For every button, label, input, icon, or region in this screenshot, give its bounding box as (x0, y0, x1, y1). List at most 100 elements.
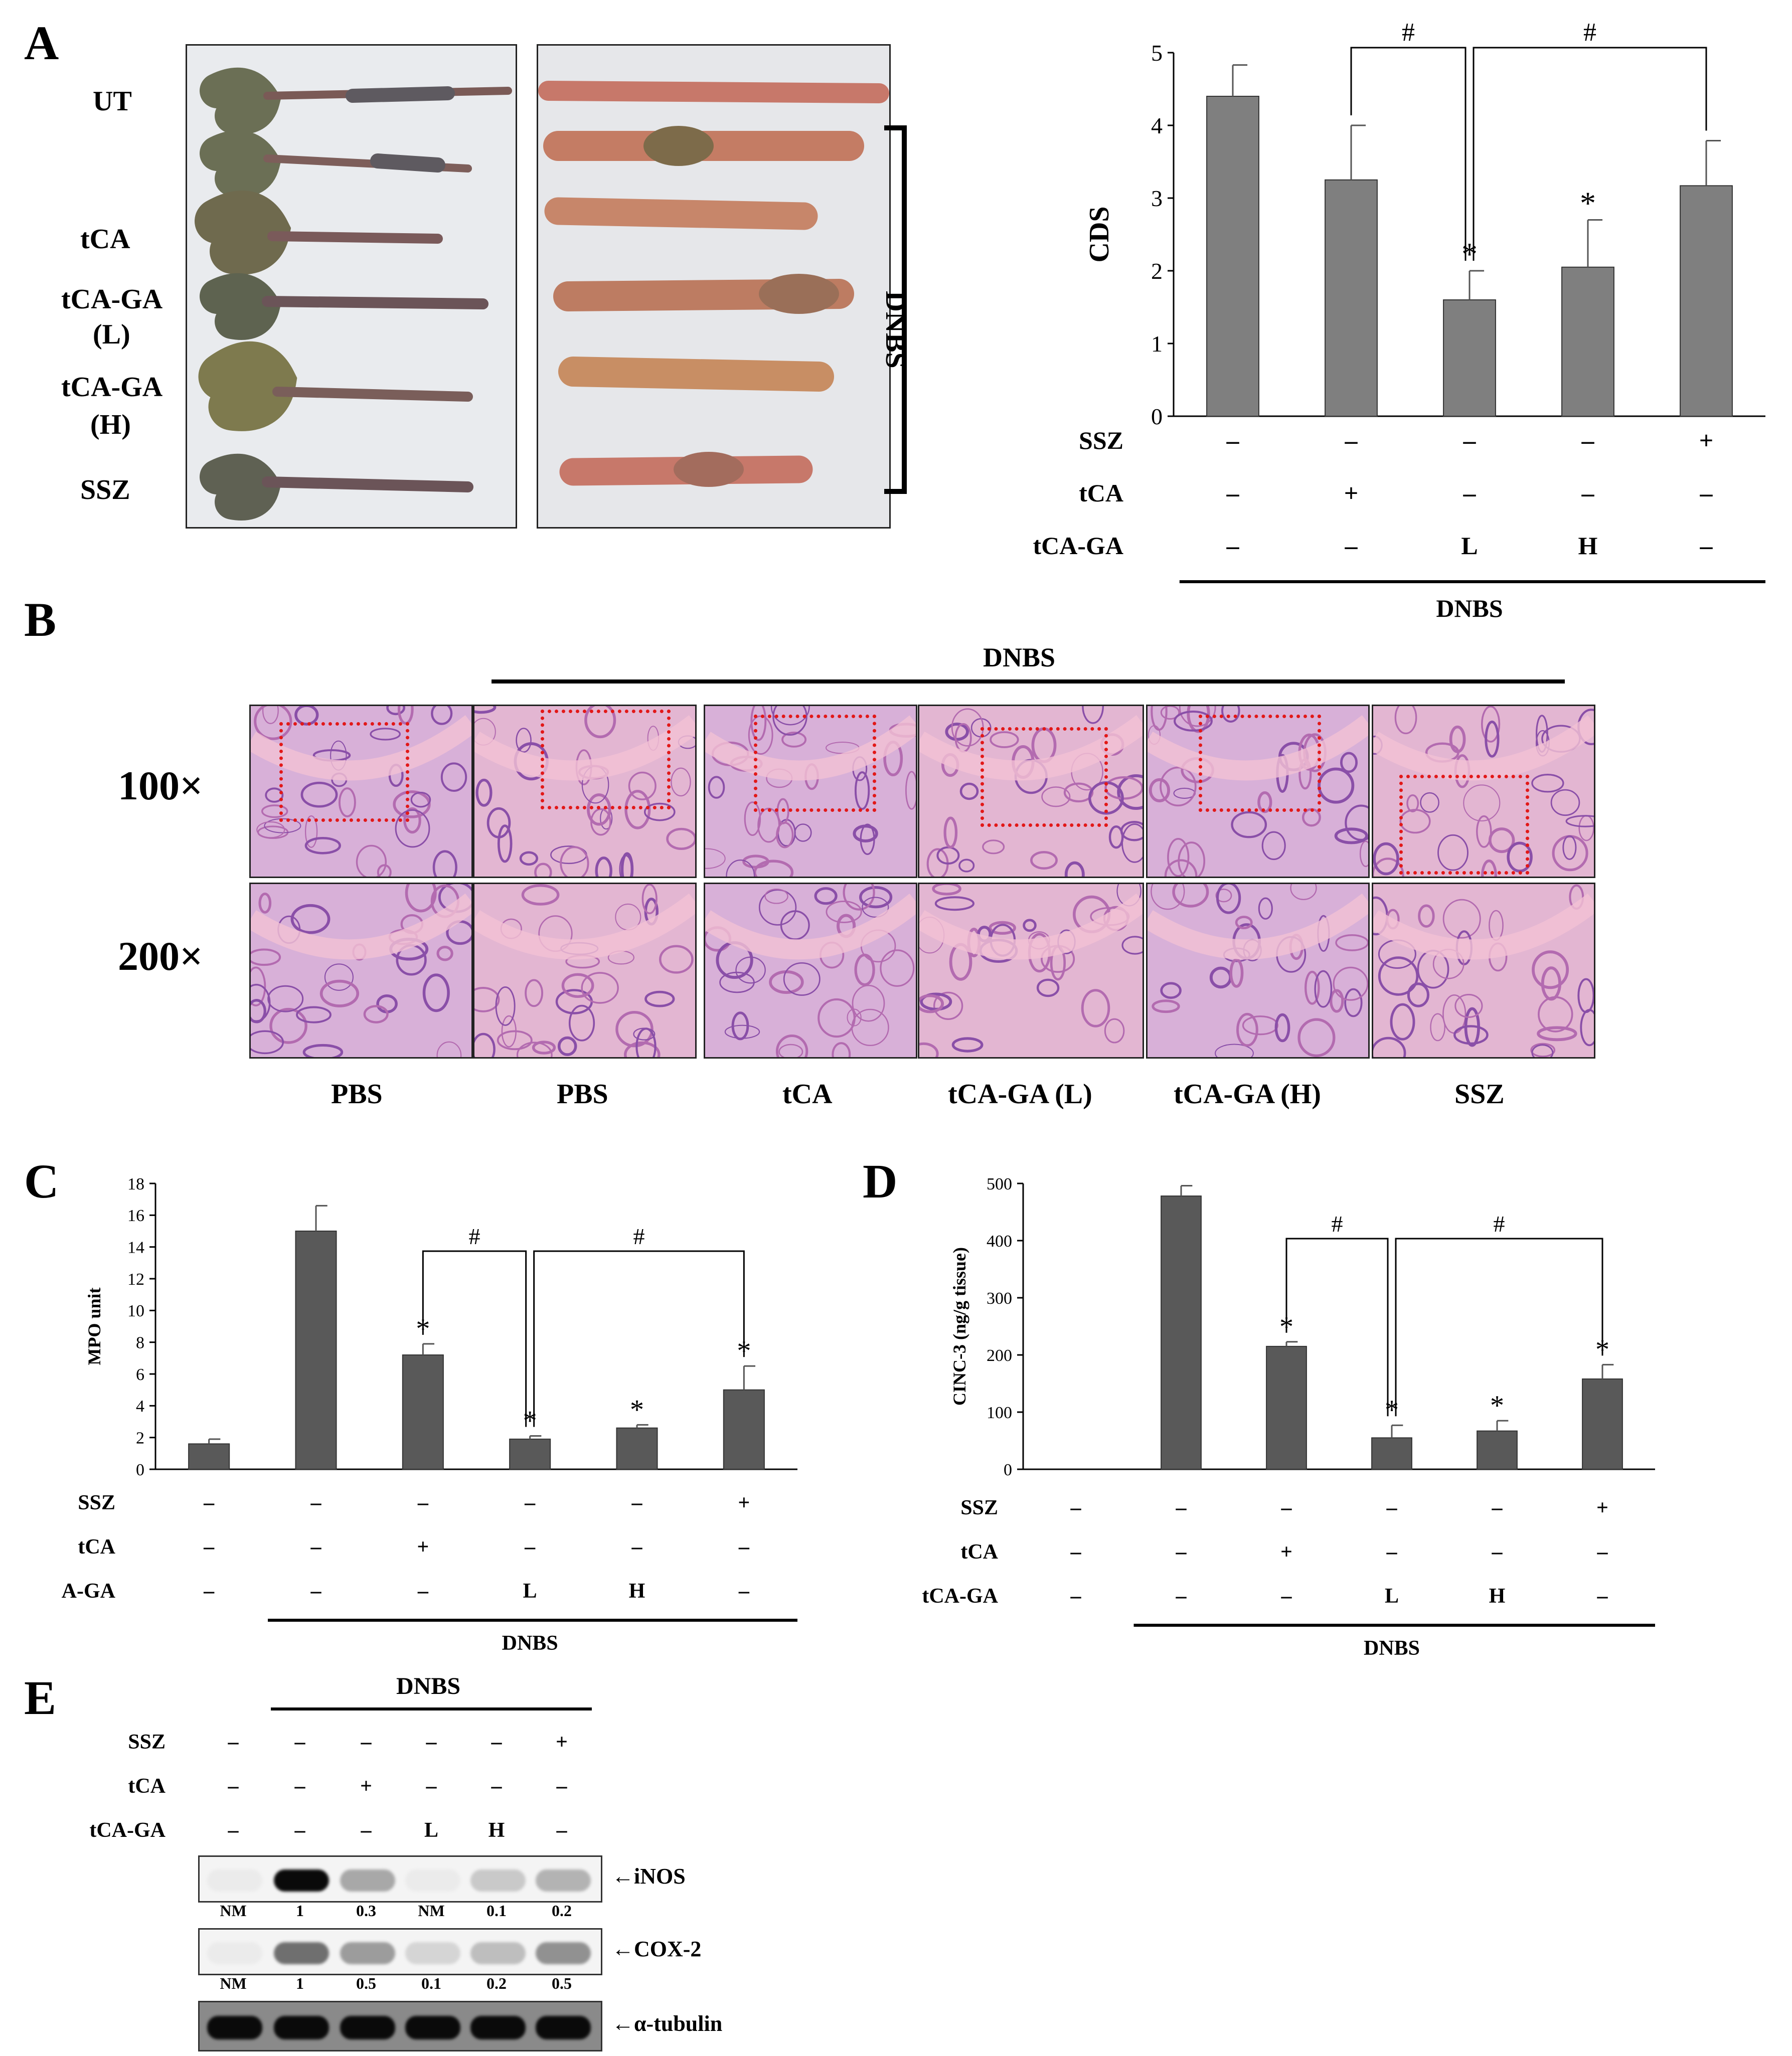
y-tick-label: 300 (987, 1289, 1012, 1308)
bar (616, 1427, 658, 1470)
treatment-cell: – (417, 1491, 429, 1514)
treatment-cell: L (1385, 1585, 1399, 1608)
treatment-cell: + (1344, 479, 1359, 507)
colon-photo-opened (537, 44, 891, 529)
treatment-cell: + (417, 1535, 429, 1559)
panel-e-dnbs-label: DNBS (396, 1673, 461, 1699)
blot-band (405, 2015, 460, 2040)
blot-quant-value: NM (220, 1902, 247, 1920)
mag-100-label: 100× (118, 763, 203, 808)
blot-band (536, 2015, 591, 2040)
dnbs-group-label: DNBS (502, 1632, 558, 1655)
significance-star: * (630, 1394, 644, 1425)
y-tick-label: 500 (987, 1175, 1012, 1193)
treatment-cell: – (738, 1580, 750, 1603)
y-tick-label: 200 (987, 1346, 1012, 1365)
blot-treatment-label: tCA (128, 1775, 166, 1798)
y-tick-label: 8 (136, 1334, 144, 1352)
blot-band (340, 1942, 395, 1964)
blot-label-inos: ←iNOS (612, 1864, 686, 1889)
panel-letter-c: C (24, 1154, 59, 1208)
bar (1582, 1378, 1623, 1470)
blot-quant-value: 0.3 (356, 1902, 376, 1920)
bar (1561, 266, 1614, 417)
panel-letter-e: E (24, 1671, 57, 1725)
significance-bracket (1473, 47, 1707, 261)
treatment-cell: – (1176, 1585, 1187, 1608)
y-axis-label: CDS (1084, 206, 1115, 262)
blot-band (274, 1942, 329, 1964)
blot-band (274, 1869, 329, 1892)
blot-band (340, 2015, 395, 2040)
bar (509, 1438, 551, 1470)
treatment-row-label: SSZ (78, 1491, 115, 1514)
zoom-box-tca-ga-l (981, 727, 1108, 827)
blot-treatment-cell: – (294, 1731, 305, 1754)
treatment-cell: – (1700, 479, 1713, 507)
blot-band (405, 1942, 460, 1964)
col-label-pbs-dnbs: PBS (557, 1079, 608, 1110)
treatment-row-label: tCA-GA (1033, 532, 1123, 560)
blot-band (207, 1869, 262, 1892)
blot-treatment-cell: – (556, 1775, 567, 1798)
blot-band (470, 2015, 526, 2040)
blot-treatment-cell: – (294, 1775, 305, 1798)
significance-star: * (523, 1406, 537, 1437)
blot-quant-value: NM (418, 1902, 445, 1920)
significance-star: * (1490, 1390, 1504, 1421)
significance-bracket (1395, 1238, 1603, 1417)
treatment-cell: – (1226, 426, 1240, 454)
blot-quant-value: 0.1 (421, 1974, 441, 1992)
treatment-cell: – (310, 1580, 322, 1603)
blot-quant-value: 0.5 (356, 1974, 376, 1992)
treatment-cell: – (1700, 532, 1713, 560)
bar (402, 1354, 444, 1470)
blot-band (340, 1869, 395, 1892)
treatment-cell: – (1386, 1540, 1398, 1564)
row-label-l: (L) (93, 319, 130, 350)
panel-letter-a: A (24, 16, 59, 70)
blot-treatment-cell: – (491, 1731, 502, 1754)
histology-200x-ssz (1372, 883, 1595, 1059)
bar (1161, 1195, 1202, 1470)
blot-quant-value: NM (220, 1974, 247, 1992)
treatment-cell: – (524, 1535, 536, 1559)
treatment-cell: – (310, 1491, 322, 1514)
bar (1680, 185, 1733, 417)
panel-letter-d: D (863, 1154, 898, 1208)
blot-treatment-cell: + (556, 1731, 568, 1754)
significance-hash: # (1332, 1211, 1343, 1237)
treatment-cell: – (203, 1535, 215, 1559)
treatment-row-label: tCA-GA (922, 1585, 998, 1608)
blot-treatment-cell: – (361, 1819, 372, 1842)
treatment-cell: – (1176, 1540, 1187, 1564)
row-label-tca: tCA (80, 224, 130, 255)
bar (1206, 96, 1259, 417)
mag-200-label: 200× (118, 933, 203, 979)
histology-200x-tca-ga-h (1146, 883, 1370, 1059)
bar (1325, 179, 1378, 417)
bar (1266, 1345, 1307, 1470)
y-tick-label: 2 (136, 1429, 144, 1448)
treatment-cell: – (631, 1535, 643, 1559)
col-label-tca-ga-l: tCA-GA (L) (948, 1079, 1092, 1110)
blot-label-cox-2: ←COX-2 (612, 1937, 702, 1961)
y-tick-label: 14 (127, 1239, 144, 1257)
panel-e-dnbs-line (271, 1707, 592, 1710)
blot-treatment-cell: L (424, 1819, 438, 1842)
zoom-box-tca-ga-h (1199, 715, 1321, 812)
treatment-row-label: tCA (1079, 479, 1123, 507)
blot-quant-value: 1 (296, 1974, 304, 1992)
treatment-cell: – (1492, 1540, 1503, 1564)
histology-200x-tca-ga-l (918, 883, 1144, 1059)
significance-star: * (1461, 236, 1478, 272)
histology-100x-pbs-dnbs (473, 705, 697, 878)
y-tick-label: 5 (1151, 40, 1163, 66)
blot-treatment-label: SSZ (128, 1731, 166, 1754)
blot-strip-cox-2 (198, 1928, 602, 1975)
row-label-ut: UT (93, 86, 132, 117)
blot-band (274, 2015, 329, 2040)
treatment-cell: – (1070, 1585, 1082, 1608)
blot-band (470, 1869, 526, 1892)
y-tick-label: 2 (1151, 258, 1163, 284)
